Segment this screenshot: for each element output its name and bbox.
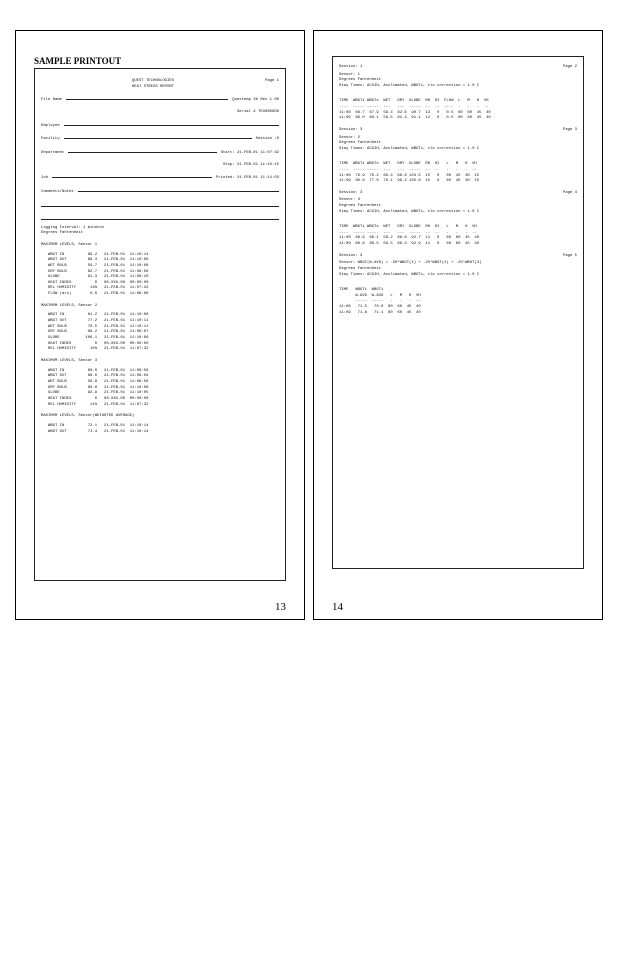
page-spread: SAMPLE PRINTOUT QUEST TECHNOLOGIES HEAT … — [0, 0, 618, 650]
job-label: Job — [41, 176, 48, 182]
session-data-table: TIME WBGTi WBGTi W-AVG W-AVG L M H VH --… — [339, 282, 577, 316]
session-block: Session: 1Page 2Sensor: 1Degrees Fahrenh… — [339, 65, 577, 122]
facility-label: Facility — [41, 137, 60, 143]
session-header-line: Stay Times: ACGIH, Acclimated, WBGTi, cl… — [339, 147, 577, 153]
page-number-13: 13 — [275, 601, 286, 613]
sample-printout-heading: SAMPLE PRINTOUT — [34, 56, 286, 66]
questemp-model: Questemp 36 Rev 1.00 — [232, 98, 279, 104]
session-data-table: TIME WBGTi WBGTo WET DRY GLOBE RH HI FLO… — [339, 94, 577, 122]
printout-box-right: Session: 1Page 2Sensor: 1Degrees Fahrenh… — [332, 56, 584, 569]
serial-number: Serial # TEG060909 — [237, 110, 279, 116]
page-label: Page 2 — [563, 65, 577, 71]
sensor1-table: WBGT IN 69.2 21-FEB-01 11:10:14 WBGT OUT… — [41, 253, 279, 298]
page-14: Session: 1Page 2Sensor: 1Degrees Fahrenh… — [313, 30, 603, 620]
page-label: Page 4 — [563, 191, 577, 197]
stop-label: Stop: 21-FEB-01 11:10:15 — [223, 163, 279, 169]
page-1-label: Page 1 — [265, 79, 279, 90]
comments-label: Comments/Notes — [41, 190, 74, 196]
report-title-2: HEAT STRESS REPORT — [41, 85, 265, 91]
file-name-label: File Name — [41, 98, 62, 104]
session-header-line: Stay Times: ACGIH, Acclimated, WBGTi, cl… — [339, 273, 577, 279]
sensor3-table: WBGT IN 69.0 21-FEB-01 11:09:56 WBGT OUT… — [41, 369, 279, 409]
page-label: Page 3 — [563, 128, 577, 134]
department-label: Department — [41, 151, 64, 157]
session-block: Session: 3Page 3Sensor: 2Degrees Fahrenh… — [339, 128, 577, 185]
sensor2-table: WBGT IN 81.2 21-FEB-01 11:10:06 WBGT OUT… — [41, 313, 279, 353]
session-line: Session: 3 — [339, 191, 362, 197]
session-data-table: TIME WBGTi WBGTo WET DRY GLOBE RH HI L M… — [339, 157, 577, 185]
session-block: Session: 3Page 4Sensor: 3Degrees Fahrenh… — [339, 191, 577, 248]
degrees-label: Degrees Fahrenheit — [41, 231, 279, 237]
session-line: Session: 3 — [339, 128, 362, 134]
session-line: Session: 3 — [339, 254, 362, 260]
printed-label: Printed: 21-FEB-01 11:14:03 — [216, 176, 279, 182]
page-label: Page 5 — [563, 254, 577, 260]
session-label: Session :0 — [256, 137, 279, 143]
session-data-table: TIME WBGTi WBGTo WET DRY GLOBE RH HI L M… — [339, 219, 577, 247]
employee-label: Employee — [41, 124, 60, 130]
start-label: Start: 21-FEB-01 11:07:32 — [221, 151, 279, 157]
session-line: Session: 1 — [339, 65, 362, 71]
sensor2-title: MAXIMUM LEVELS, Sensor 2 — [41, 304, 279, 310]
sensor-avg-title: MAXIMUM LEVELS, Sensor(WEIGHTED AVERAGE) — [41, 414, 279, 420]
session-header-line: Stay Times: ACGIH, Acclimated, WBGTi, cl… — [339, 84, 577, 90]
session-header-line: Stay Times: ACGIH, Acclimated, WBGTi, cl… — [339, 210, 577, 216]
sensor1-title: MAXIMUM LEVELS, Sensor 1 — [41, 243, 279, 249]
printout-box-left: QUEST TECHNOLOGIES HEAT STRESS REPORT Pa… — [34, 68, 286, 581]
sensor3-title: MAXIMUM LEVELS, Sensor 3 — [41, 359, 279, 365]
session-block: Session: 3Page 5Sensor: WBGT(W-AVG) = .5… — [339, 254, 577, 317]
page-13: SAMPLE PRINTOUT QUEST TECHNOLOGIES HEAT … — [15, 30, 305, 620]
page-number-14: 14 — [332, 601, 343, 613]
sensor-avg-table: WBGT IN 72.1 21-FEB-01 11:10:14 WBGT OUT… — [41, 424, 279, 435]
